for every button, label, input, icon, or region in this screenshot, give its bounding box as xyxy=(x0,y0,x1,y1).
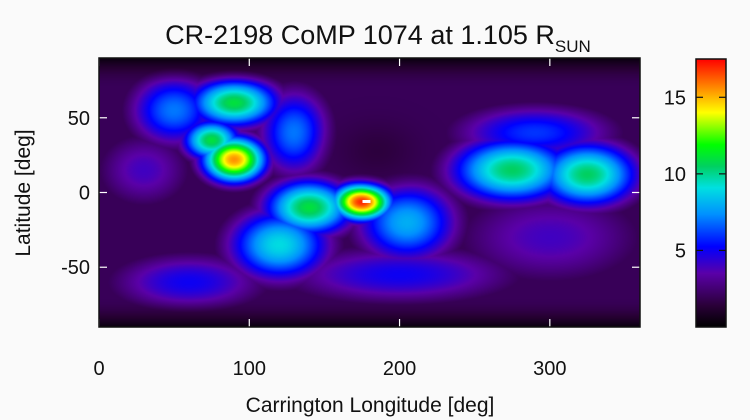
colorbar-tick-label: 10 xyxy=(664,164,686,186)
colorbar-tick-label: 15 xyxy=(664,87,686,109)
plot-frame xyxy=(98,57,641,328)
y-tick-label: 50 xyxy=(68,108,90,130)
x-tick-labels: 0 100 200 300 xyxy=(93,358,566,380)
x-axis-label: Carrington Longitude [deg] xyxy=(246,394,495,417)
x-tick-label: 200 xyxy=(383,358,416,380)
y-tick-label: -50 xyxy=(61,257,90,279)
chart-title-main: CR-2198 CoMP 1074 at 1.105 R xyxy=(165,20,555,50)
y-tick-labels: -50 0 50 xyxy=(61,108,90,279)
x-tick-label: 300 xyxy=(533,358,566,380)
chart-title: CR-2198 CoMP 1074 at 1.105 RSUN xyxy=(165,20,591,56)
peak-marker xyxy=(362,199,371,203)
x-tick-label: 100 xyxy=(233,358,266,380)
heatmap-canvas xyxy=(99,58,640,327)
y-axis-ticks xyxy=(99,117,640,268)
colorbar-ticks xyxy=(696,96,726,252)
colorbar-tick-labels: 5 10 15 xyxy=(664,87,686,262)
colorbar-tick-label: 5 xyxy=(675,240,686,262)
y-tick-label: 0 xyxy=(79,183,90,205)
y-axis-label: Latitude [deg] xyxy=(12,129,35,256)
colorbar xyxy=(695,58,727,328)
heatmap-container xyxy=(99,58,640,327)
x-tick-label: 0 xyxy=(93,358,104,380)
chart-title-subscript: SUN xyxy=(555,37,591,56)
